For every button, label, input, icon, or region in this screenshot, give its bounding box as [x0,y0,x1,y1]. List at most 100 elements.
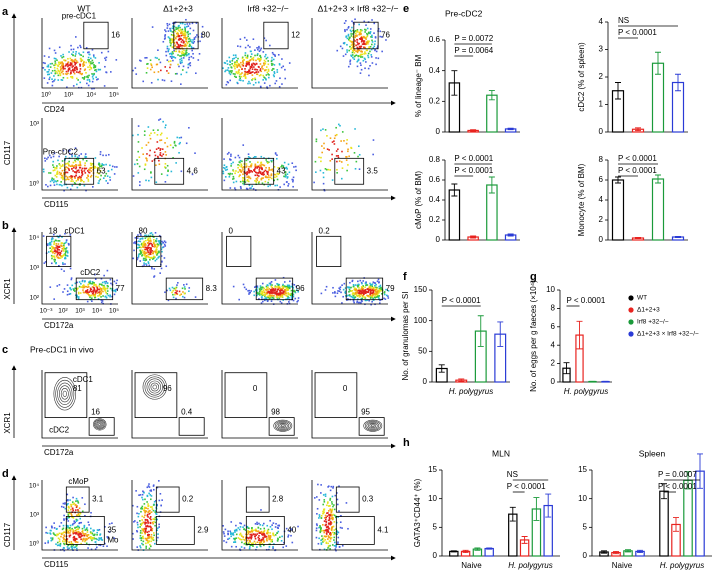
event-dot [141,532,143,534]
event-dot [173,22,176,25]
event-dot [387,295,389,297]
event-dot [67,530,70,533]
event-dot [98,288,100,291]
event-dot [271,63,274,65]
event-dot [172,52,174,55]
event-dot [144,498,146,501]
gate-value: 16 [111,31,120,40]
event-dot [361,282,363,285]
plot-axes [131,232,208,305]
gate [353,21,379,50]
event-dot [374,296,376,298]
event-dot [340,291,342,294]
event-dot [259,63,262,65]
event-dot [89,64,91,67]
plot-axes [41,370,118,439]
event-dot [222,531,225,533]
event-dot [175,286,178,289]
event-dot [364,286,366,289]
event-dot [56,251,59,254]
event-dot [360,286,363,288]
event-dot [52,169,55,172]
error-bar [697,453,703,489]
event-dot [167,170,169,173]
event-dot [366,27,369,30]
error-bar [488,90,495,101]
event-dot [356,300,359,303]
chart-title: Pre-cDC2 [445,8,483,18]
y-tick-label: 8 [551,304,556,313]
event-dot [148,240,150,243]
event-dot [84,153,87,155]
event-dot [177,34,179,37]
event-dot [345,142,348,145]
event-dot [149,252,152,255]
event-dot [141,237,144,240]
event-dot [193,38,196,41]
event-dot [106,269,109,272]
event-dot [71,53,73,55]
event-dot [154,259,157,262]
event-dot [71,68,74,71]
event-dot [260,530,263,533]
event-dot [326,135,328,137]
event-dot [270,289,272,292]
event-dot [192,52,194,55]
event-dot [83,76,86,78]
gate [335,516,375,545]
event-dot [319,525,321,527]
event-dot [80,60,83,63]
event-dot [361,56,364,58]
event-dot [223,158,225,160]
event-dot [170,30,172,32]
event-dot [324,518,327,521]
event-dot [68,511,71,514]
event-dot [239,526,242,528]
event-dot [242,283,245,286]
event-dot [331,141,334,143]
event-dot [144,242,147,245]
event-dot [285,166,288,169]
event-dot [226,63,229,65]
event-dot [132,69,134,72]
column-header: Δ1+2+3 × Irf8 +32−/− [318,3,399,13]
event-dot [370,36,372,38]
event-dot [272,58,275,61]
event-dot [258,292,261,295]
event-dot [56,256,59,259]
event-dot [82,63,85,66]
event-dot [254,535,256,538]
event-dot [151,527,154,530]
event-dot [175,28,178,31]
event-dot [374,284,376,287]
event-dot [165,30,167,33]
event-dot [83,69,86,71]
event-dot [156,57,158,59]
event-dot [91,286,94,288]
p-value: P < 0.0001 [618,166,657,175]
event-dot [385,39,387,41]
event-dot [242,180,244,182]
event-dot [72,71,75,73]
event-dot [93,534,96,537]
contour [57,382,73,405]
event-dot [322,176,325,179]
event-dot [100,165,103,168]
event-dot [72,496,74,499]
event-dot [47,71,50,73]
event-dot [270,60,273,63]
event-dot [88,59,90,61]
event-dot [150,132,152,135]
event-dot [75,500,77,502]
event-dot [252,545,254,547]
event-dot [345,502,348,504]
event-dot [62,68,65,70]
event-dot [278,292,281,295]
event-dot [94,157,97,159]
event-dot [383,293,386,296]
event-dot [272,291,274,294]
event-dot [260,292,262,294]
event-dot [69,530,72,532]
event-dot [51,69,54,72]
y-tick-label: 10 [578,494,587,503]
